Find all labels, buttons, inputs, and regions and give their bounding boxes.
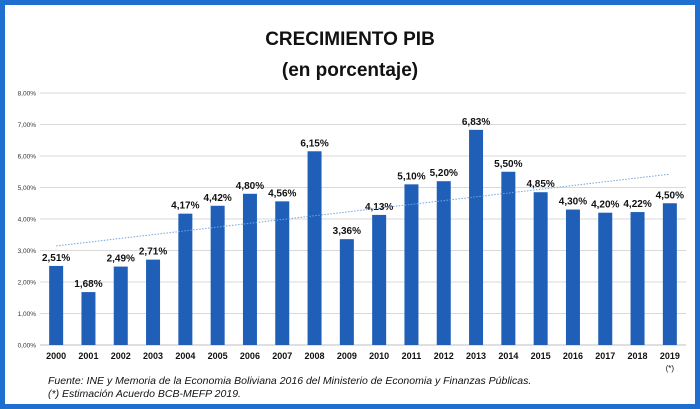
data-label: 6,15% (300, 138, 328, 149)
x-tick-label: 2012 (434, 351, 454, 361)
bar (501, 171, 516, 345)
x-tick-label: 2000 (46, 351, 66, 361)
data-label: 5,20% (430, 168, 458, 179)
source-footnote: Fuente: INE y Memoria de la Economia Bol… (48, 375, 532, 387)
data-label: 4,85% (526, 179, 554, 190)
x-tick-label: 2016 (563, 351, 583, 361)
data-label: 4,30% (559, 197, 587, 208)
y-tick-label: 7,00% (18, 122, 37, 129)
bar (242, 193, 257, 345)
data-label: 2,71% (139, 247, 167, 258)
data-label: 5,50% (494, 159, 522, 170)
bar (404, 184, 419, 345)
bar (598, 212, 613, 345)
data-label: 2,49% (107, 254, 135, 265)
data-label: 4,80% (236, 181, 264, 192)
x-tick-label: 2013 (466, 351, 486, 361)
chart-title: CRECIMIENTO PIB (265, 29, 435, 50)
data-label: 6,83% (462, 117, 490, 128)
y-tick-label: 2,00% (18, 280, 37, 287)
x-tick-label: 2006 (240, 351, 260, 361)
x-tick-label: 2003 (143, 351, 163, 361)
bar (210, 205, 225, 345)
trendline (56, 173, 670, 247)
data-label: 4,22% (623, 199, 651, 210)
x-tick-label: 2009 (337, 351, 357, 361)
data-label: 4,13% (365, 202, 393, 213)
x-tick-label: 2017 (595, 351, 615, 361)
x-tick-label: 2001 (78, 351, 98, 361)
bar (49, 265, 64, 345)
estimate-footnote: (*) Estimación Acuerdo BCB-MEFP 2019. (48, 388, 241, 400)
y-tick-label: 4,00% (18, 217, 37, 224)
x-tick-label: 2008 (305, 351, 325, 361)
data-label: 4,50% (656, 190, 684, 201)
bar (565, 209, 580, 345)
bar (372, 214, 387, 345)
bar (436, 181, 451, 345)
data-label: 4,42% (203, 193, 231, 204)
chart-subtitle: (en porcentaje) (281, 60, 419, 81)
data-label: 4,56% (268, 188, 296, 199)
bar (307, 151, 322, 345)
data-label: 2,51% (42, 253, 70, 264)
bar (178, 213, 193, 345)
x-tick-label: 2007 (272, 351, 292, 361)
data-label: 4,20% (591, 200, 619, 211)
x-tick-label: 2010 (369, 351, 389, 361)
data-label: 4,17% (171, 201, 199, 212)
x-tick-label: 2015 (531, 351, 551, 361)
bar (630, 212, 645, 345)
bar (469, 129, 484, 345)
y-tick-label: 8,00% (18, 91, 37, 98)
bar (81, 292, 96, 345)
x-tick-label: 2005 (208, 351, 228, 361)
y-tick-label: 3,00% (18, 248, 37, 255)
y-tick-label: 5,00% (18, 185, 37, 192)
x-tick-note: (*) (666, 364, 675, 373)
x-tick-label: 2018 (628, 351, 648, 361)
x-tick-label: 2011 (402, 351, 422, 361)
x-tick-label: 2004 (175, 351, 195, 361)
y-tick-label: 0,00% (18, 343, 37, 350)
bar (113, 266, 128, 345)
bar (533, 192, 548, 345)
bar (275, 201, 290, 345)
y-tick-label: 6,00% (18, 154, 37, 161)
bar (662, 203, 677, 345)
bar (146, 259, 161, 345)
data-label: 5,10% (397, 171, 425, 182)
x-tick-label: 2002 (111, 351, 131, 361)
x-tick-label: 2019 (660, 351, 680, 361)
data-label: 1,68% (74, 279, 102, 290)
x-tick-label: 2014 (498, 351, 518, 361)
y-tick-label: 1,00% (18, 311, 37, 318)
data-label: 3,36% (333, 226, 361, 237)
bar (339, 239, 354, 345)
